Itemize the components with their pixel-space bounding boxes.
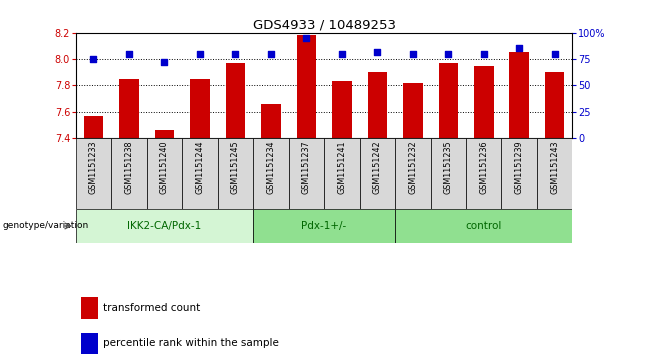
Bar — [84, 115, 103, 138]
Bar — [253, 209, 395, 243]
Text: transformed count: transformed count — [103, 303, 200, 313]
Bar — [509, 52, 529, 138]
Text: GSM1151242: GSM1151242 — [373, 140, 382, 194]
Bar — [332, 81, 351, 138]
Bar — [545, 72, 565, 138]
Text: GSM1151240: GSM1151240 — [160, 140, 169, 193]
Bar — [395, 138, 430, 209]
Bar — [218, 138, 253, 209]
Point — [372, 49, 382, 54]
Bar — [81, 297, 98, 319]
Bar — [368, 72, 387, 138]
Bar — [438, 63, 458, 138]
Text: GSM1151241: GSM1151241 — [338, 140, 346, 193]
Bar — [111, 138, 147, 209]
Bar — [403, 83, 422, 138]
Point — [230, 51, 241, 57]
Bar — [81, 333, 98, 354]
Text: GSM1151232: GSM1151232 — [408, 140, 417, 194]
Text: GSM1151236: GSM1151236 — [479, 140, 488, 193]
Text: GSM1151234: GSM1151234 — [266, 140, 275, 193]
Point — [336, 51, 347, 57]
Bar — [190, 79, 210, 138]
Bar — [289, 138, 324, 209]
Bar — [182, 138, 218, 209]
Bar — [430, 138, 466, 209]
Point — [195, 51, 205, 57]
Bar — [147, 138, 182, 209]
Text: Pdx-1+/-: Pdx-1+/- — [301, 221, 347, 231]
Bar — [297, 35, 316, 138]
Bar — [155, 130, 174, 138]
Title: GDS4933 / 10489253: GDS4933 / 10489253 — [253, 19, 395, 32]
Text: GSM1151238: GSM1151238 — [124, 140, 134, 193]
Bar — [501, 138, 537, 209]
Point — [159, 59, 170, 65]
Text: genotype/variation: genotype/variation — [2, 221, 89, 231]
Text: GSM1151233: GSM1151233 — [89, 140, 98, 193]
Bar — [474, 66, 494, 138]
Text: GSM1151235: GSM1151235 — [443, 140, 453, 194]
Point — [478, 51, 489, 57]
Point — [124, 51, 134, 57]
Text: GSM1151243: GSM1151243 — [550, 140, 559, 193]
Text: control: control — [466, 221, 502, 231]
Text: GSM1151245: GSM1151245 — [231, 140, 240, 194]
Point — [549, 51, 560, 57]
Point — [301, 35, 312, 41]
Bar — [359, 138, 395, 209]
Point — [88, 56, 99, 62]
Point — [443, 51, 453, 57]
Bar — [395, 209, 572, 243]
Bar — [466, 138, 501, 209]
Bar — [119, 79, 139, 138]
Bar — [76, 138, 111, 209]
Bar — [253, 138, 289, 209]
Point — [266, 51, 276, 57]
Text: IKK2-CA/Pdx-1: IKK2-CA/Pdx-1 — [127, 221, 201, 231]
Bar — [324, 138, 359, 209]
Point — [407, 51, 418, 57]
Text: GSM1151239: GSM1151239 — [515, 140, 524, 194]
Text: percentile rank within the sample: percentile rank within the sample — [103, 338, 279, 348]
Bar — [226, 63, 245, 138]
Bar — [537, 138, 572, 209]
Bar — [261, 104, 280, 138]
Bar — [76, 209, 253, 243]
Text: GSM1151237: GSM1151237 — [302, 140, 311, 194]
Point — [514, 46, 524, 52]
Text: GSM1151244: GSM1151244 — [195, 140, 205, 193]
